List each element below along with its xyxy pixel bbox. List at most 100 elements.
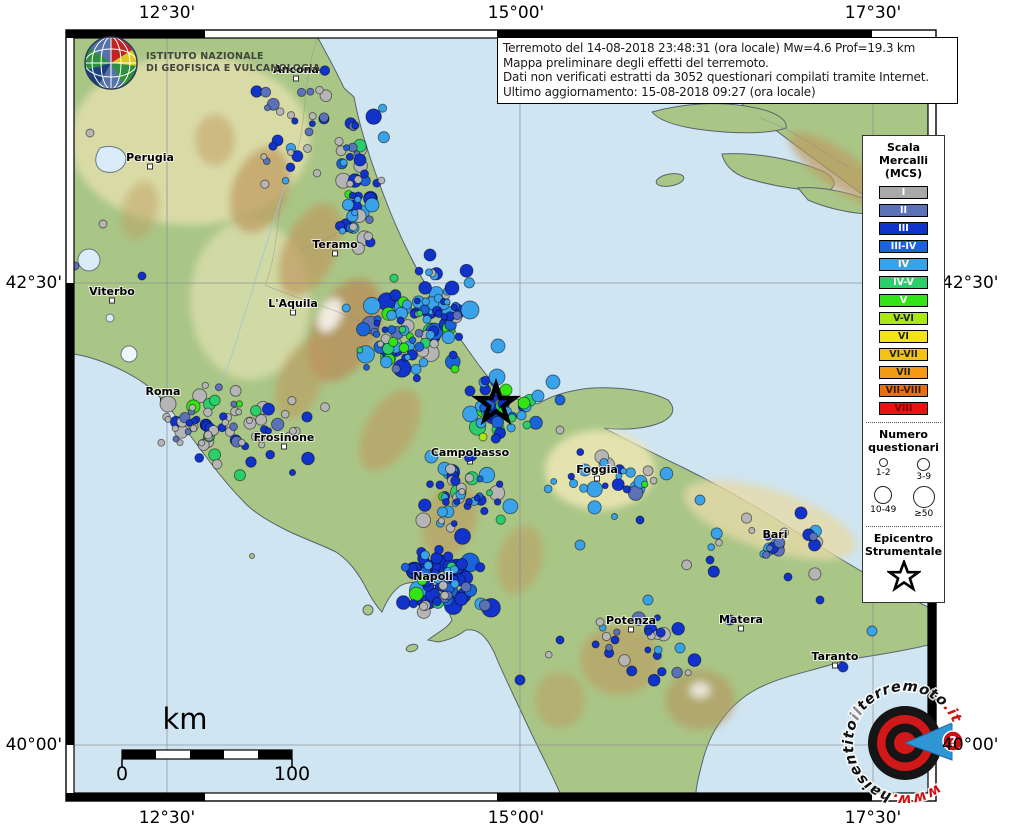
intensity-dot <box>659 466 674 481</box>
intensity-dot <box>613 628 621 636</box>
intensity-dot <box>184 428 192 436</box>
intensity-dot <box>516 410 527 421</box>
intensity-dot <box>404 353 412 361</box>
epicenter-title-line2: Strumentale <box>864 545 943 559</box>
intensity-dot <box>615 472 623 480</box>
intensity-dot <box>363 231 373 242</box>
intensity-dot <box>642 594 654 606</box>
intensity-dot <box>438 580 449 591</box>
city-marker-Taranto <box>832 662 838 669</box>
questionnaire-title-line2: questionari <box>868 440 939 454</box>
intensity-dot <box>605 643 613 652</box>
mcs-swatch-VII: VII <box>879 365 928 379</box>
mcs-swatch-I: I <box>879 185 928 199</box>
intensity-dot <box>440 590 450 600</box>
ingv-logo-line1: ISTITUTO NAZIONALE <box>146 51 264 63</box>
mcs-swatch-VII-VIII: VII-VIII <box>879 383 928 397</box>
intensity-dot <box>631 611 646 626</box>
intensity-dot <box>763 532 773 541</box>
legend-title: Scala Mercalli (MCS) <box>863 141 944 181</box>
intensity-dot <box>354 195 362 204</box>
city-label-L'Aquila: L'Aquila <box>268 297 318 310</box>
intensity-dot <box>460 581 472 593</box>
axis-label-bottom-1230: 12°30' <box>138 808 196 828</box>
intensity-dot <box>442 498 450 506</box>
intensity-dot <box>258 441 266 449</box>
intensity-dot <box>338 227 347 235</box>
intensity-dot <box>198 439 206 447</box>
intensity-dot <box>288 469 297 477</box>
intensity-dot <box>414 266 424 276</box>
city-label-Ancona: Ancona <box>273 63 319 76</box>
city-marker-Viterbo <box>109 297 115 304</box>
intensity-dot <box>601 631 612 642</box>
city-label-Potenza: Potenza <box>606 614 656 627</box>
intensity-dot <box>271 417 285 431</box>
intensity-dot <box>260 153 268 161</box>
intensity-dot <box>480 375 491 386</box>
axis-label-left-4230: 42°30' <box>5 273 62 293</box>
intensity-dot <box>98 219 108 229</box>
intensity-dot <box>203 430 213 440</box>
intensity-dot <box>214 383 223 392</box>
intensity-dot <box>351 209 359 217</box>
intensity-dot <box>343 144 351 152</box>
intensity-dot <box>264 427 272 435</box>
mcs-swatch-V-VI: V-VI <box>879 311 928 325</box>
questionnaire-title-line1: Numero <box>879 427 928 441</box>
intensity-dot <box>687 653 702 667</box>
intensity-dot <box>434 544 444 555</box>
intensity-dot <box>528 415 543 430</box>
intensity-dot <box>230 400 238 408</box>
intensity-dot <box>387 325 397 335</box>
questionnaire-size-3-9: 3-9 <box>904 457 945 482</box>
intensity-dot <box>413 297 421 305</box>
intensity-dot <box>502 498 519 515</box>
intensity-dot <box>201 381 209 389</box>
city-label-Foggia: Foggia <box>576 463 618 476</box>
questionnaire-count-title: Numero questionari <box>863 428 944 454</box>
intensity-dot <box>424 449 439 464</box>
intensity-dot <box>554 394 566 406</box>
intensity-dot <box>611 478 625 492</box>
intensity-dot <box>478 432 488 442</box>
intensity-dot <box>263 104 271 112</box>
intensity-dot <box>318 112 330 123</box>
intensity-dot <box>808 567 822 581</box>
intensity-dot <box>229 384 242 397</box>
intensity-dot <box>398 342 410 354</box>
intensity-dot <box>339 158 348 167</box>
intensity-dot <box>362 296 381 315</box>
intensity-dot <box>586 480 603 498</box>
city-label-Matera: Matera <box>719 613 763 626</box>
intensity-dot <box>378 103 388 113</box>
intensity-dot <box>192 388 208 404</box>
legend-title-line2: Mercalli <box>878 154 929 168</box>
intensity-dot <box>365 108 382 125</box>
intensity-dot <box>531 389 545 403</box>
intensity-dot <box>622 485 631 494</box>
city-label-Viterbo: Viterbo <box>89 285 135 298</box>
intensity-dot <box>626 665 638 677</box>
city-marker-Teramo <box>332 250 338 257</box>
intensity-dot <box>514 674 526 686</box>
intensity-dot <box>445 463 457 475</box>
intensity-dot <box>657 667 667 677</box>
intensity-dot <box>416 309 424 317</box>
intensity-dot <box>473 494 481 502</box>
terrain-shading <box>74 55 891 730</box>
intensity-dot <box>308 120 316 128</box>
intensity-dot <box>441 330 456 345</box>
intensity-dot <box>188 403 197 412</box>
intensity-dot <box>591 640 600 649</box>
intensity-dot <box>463 277 475 289</box>
intensity-dot <box>671 621 685 636</box>
intensity-dot <box>866 625 878 637</box>
intensity-dot <box>351 121 360 130</box>
intensity-dot <box>655 627 666 638</box>
city-label-Taranto: Taranto <box>811 650 858 663</box>
intensity-dot <box>308 112 317 121</box>
intensity-dot <box>443 551 454 562</box>
intensity-dot <box>208 448 222 462</box>
intensity-dot <box>348 191 357 200</box>
